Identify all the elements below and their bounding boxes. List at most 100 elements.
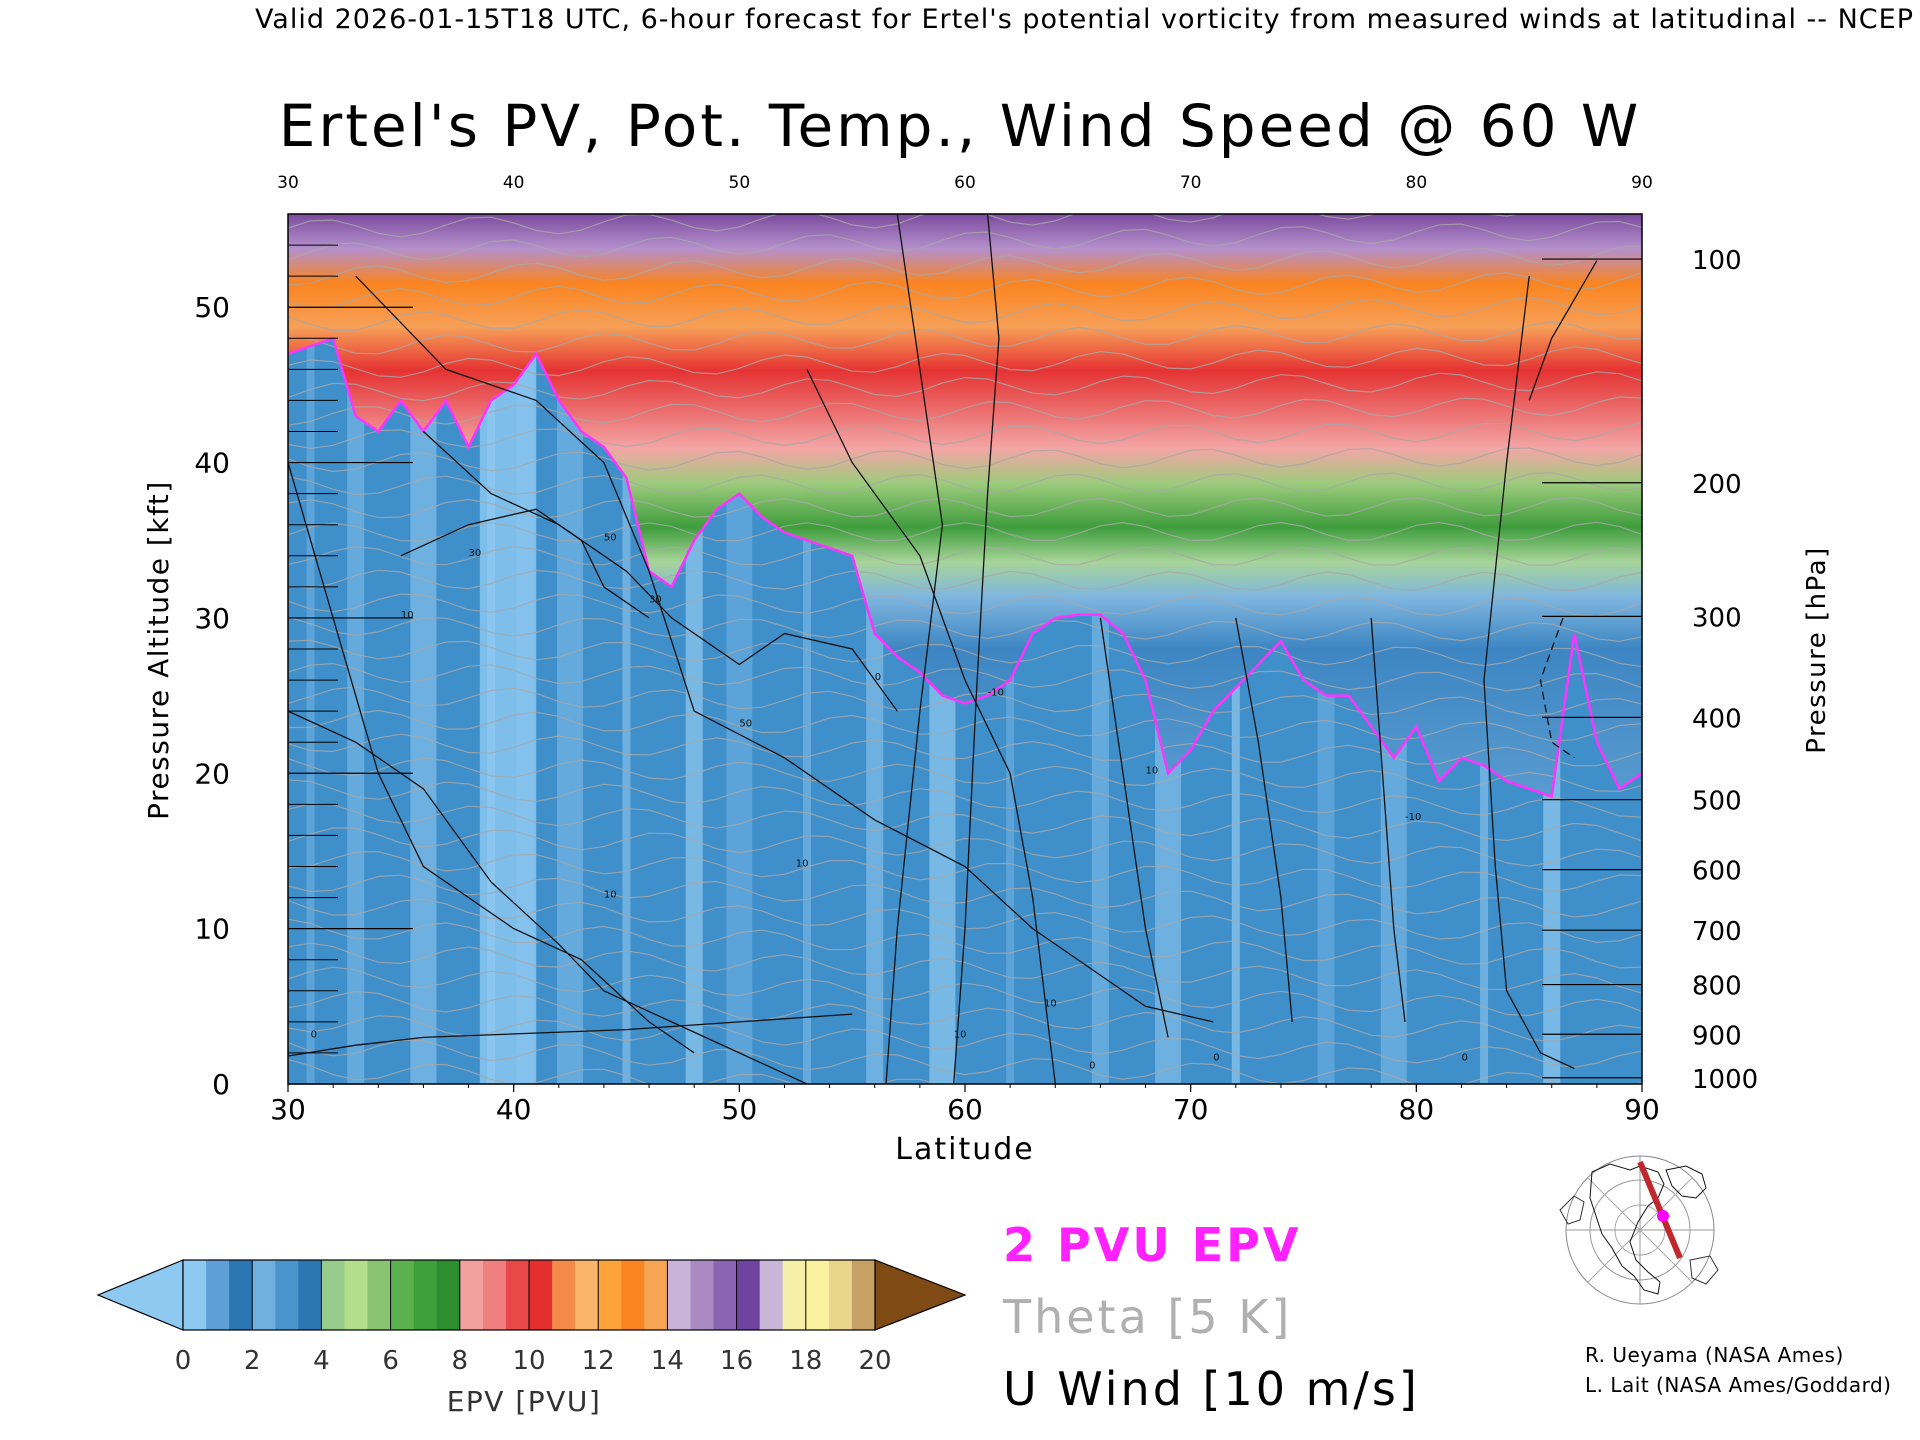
colorbar-swatch (851, 1260, 876, 1330)
theta-line (288, 321, 1642, 355)
pressure-tick-label: 800 (1692, 972, 1742, 1002)
wind-contour-line (806, 369, 1056, 1084)
x-top-tick-label: 70 (1180, 173, 1202, 193)
streak (479, 338, 537, 1084)
colorbar-swatch (552, 1260, 576, 1330)
pressure-tick-label: 200 (1692, 470, 1742, 500)
theta-line (288, 709, 1642, 742)
pv-2pvu-contour (288, 336, 1642, 799)
colorbar-swatch (805, 1260, 830, 1330)
wind-contour-label: 0 (311, 1029, 317, 1040)
y-tick-label: 50 (194, 291, 230, 324)
colorbar-swatch (690, 1260, 715, 1330)
x-axis-label: Latitude (895, 1132, 1034, 1167)
theta-line (288, 966, 1642, 1017)
theta-line (288, 421, 1642, 450)
colorbar-swatch (736, 1260, 761, 1330)
theta-line (288, 593, 1642, 617)
colorbar-swatch (321, 1260, 345, 1330)
theta-line (288, 272, 1642, 309)
wind-contour-label: 30 (649, 594, 662, 605)
wind-contour-label: 10 (1146, 765, 1159, 776)
theta-line (288, 733, 1642, 767)
streak (347, 338, 365, 1084)
theta-line (288, 471, 1642, 496)
theta-line (288, 639, 1642, 668)
wind-contour-line (1528, 260, 1598, 401)
x-top-tick-label: 80 (1406, 173, 1428, 193)
pressure-tick-label: 500 (1692, 787, 1742, 817)
y2-axis-label: Pressure [hPa] (1802, 546, 1832, 754)
colorbar-swatch (667, 1260, 691, 1330)
wind-contour-label: 10 (954, 1029, 967, 1040)
colorbar-swatch (621, 1260, 645, 1330)
wind-contour-label: 0 (875, 672, 881, 683)
colorbar-swatch (298, 1260, 322, 1330)
x-top-tick-label: 60 (954, 173, 976, 193)
theta-line (288, 1039, 1642, 1084)
theta-line (288, 803, 1642, 842)
theta-line (288, 990, 1642, 1043)
colorbar-swatch (713, 1260, 738, 1330)
colorbar-swatch (782, 1260, 807, 1330)
x-tick-label: 30 (270, 1093, 306, 1126)
wind-contour-label: 0 (1461, 1053, 1467, 1064)
y-tick-label: 40 (194, 447, 230, 480)
colorbar-swatch (828, 1260, 853, 1330)
wind-contour-line (1483, 276, 1575, 1070)
theta-line (288, 616, 1642, 642)
pressure-tick-label: 700 (1692, 917, 1742, 947)
y-tick-label: 20 (194, 757, 230, 790)
pressure-tick-label: 100 (1692, 246, 1742, 276)
x-tick-label: 80 (1399, 1093, 1435, 1126)
colorbar-swatch (367, 1260, 392, 1330)
colorbar-swatch (206, 1260, 230, 1330)
wind-contours: 0 10 30 50 10 30 50 10 0 10 10 -10 0 10 0 -10 0 (288, 214, 1598, 1084)
wind-contour-line (288, 1013, 853, 1057)
colorbar-tick-label: 18 (789, 1346, 822, 1376)
colorbar-swatch (252, 1260, 276, 1330)
colorbar-tick-label: 10 (512, 1346, 545, 1376)
wind-contour-line (288, 710, 808, 1084)
wind-contour-line (885, 214, 944, 1084)
theta-line (288, 496, 1642, 519)
theta-line (288, 296, 1642, 332)
colorbar-tick-label: 16 (720, 1346, 753, 1376)
colorbar-swatch (575, 1260, 599, 1330)
forecast-banner: Valid 2026-01-15T18 UTC, 6-hour forecast… (254, 4, 1914, 35)
x-top-tick-label: 40 (503, 173, 525, 193)
wind-contour-label: 0 (1089, 1060, 1095, 1071)
y-tick-label: 30 (194, 602, 230, 635)
streak (1006, 338, 1015, 1084)
wind-contour-label: 50 (604, 532, 617, 543)
colorbar-tick-label: 12 (582, 1346, 615, 1376)
colorbar-tick-label: 14 (651, 1346, 684, 1376)
x-tick-label: 40 (496, 1093, 532, 1126)
theta-line (288, 1015, 1642, 1068)
colorbar-swatch (436, 1260, 461, 1330)
theta-line (288, 942, 1642, 994)
wind-contour-label: 10 (1044, 998, 1057, 1009)
legend-pv: 2 PVU EPV (1003, 1218, 1302, 1272)
pressure-tick-label: 300 (1692, 603, 1742, 633)
wind-contour-label: 50 (739, 719, 752, 730)
wind-contour-line (355, 275, 1214, 1023)
colorbar-tick-label: 6 (382, 1346, 399, 1376)
cross-section-track (1637, 1160, 1683, 1260)
x-tick-label: 50 (722, 1093, 758, 1126)
wind-contour-label: 0 (1213, 1053, 1219, 1064)
theta-line (288, 245, 1642, 286)
streak (557, 338, 584, 1084)
streak (803, 338, 812, 1084)
x-tick-label: 90 (1624, 1093, 1660, 1126)
credit-line-1: R. Ueyama (NASA Ames) (1585, 1343, 1844, 1367)
pressure-tick-label: 600 (1692, 857, 1742, 887)
colorbar-swatch (598, 1260, 622, 1330)
colorbar-swatch (390, 1260, 415, 1330)
colorbar-swatch (529, 1260, 553, 1330)
chart-title: Ertel's PV, Pot. Temp., Wind Speed @ 60 … (278, 92, 1642, 160)
colorbar-tick-label: 2 (244, 1346, 261, 1376)
credit-line-2: L. Lait (NASA Ames/Goddard) (1585, 1373, 1892, 1397)
colorbar-swatch (229, 1260, 253, 1330)
